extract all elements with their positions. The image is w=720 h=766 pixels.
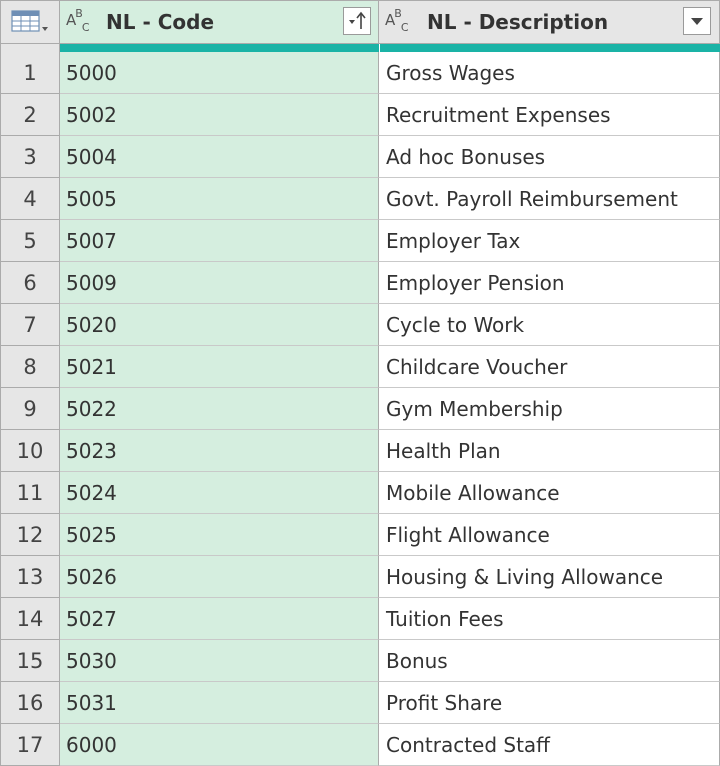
table-row: 10 5023 Health Plan: [0, 430, 720, 472]
row-number[interactable]: 5: [0, 220, 60, 262]
table-row: 4 5005 Govt. Payroll Reimbursement: [0, 178, 720, 220]
nl-code-cell[interactable]: 5023: [60, 430, 379, 472]
nl-code-cell[interactable]: 5002: [60, 94, 379, 136]
nl-code-cell[interactable]: 5021: [60, 346, 379, 388]
nl-description-cell[interactable]: Recruitment Expenses: [379, 94, 720, 136]
row-number[interactable]: 11: [0, 472, 60, 514]
nl-description-cell[interactable]: Flight Allowance: [379, 514, 720, 556]
table-row: 12 5025 Flight Allowance: [0, 514, 720, 556]
column-quality-bar: [60, 44, 379, 52]
nl-description-cell[interactable]: Ad hoc Bonuses: [379, 136, 720, 178]
table-row: 3 5004 Ad hoc Bonuses: [0, 136, 720, 178]
nl-description-cell[interactable]: Mobile Allowance: [379, 472, 720, 514]
column-title: NL - Description: [427, 10, 609, 34]
nl-code-cell[interactable]: 5000: [60, 52, 379, 94]
text-type-icon[interactable]: ABC: [66, 7, 89, 34]
row-number[interactable]: 12: [0, 514, 60, 556]
nl-description-cell[interactable]: Childcare Voucher: [379, 346, 720, 388]
nl-description-cell[interactable]: Gross Wages: [379, 52, 720, 94]
nl-code-cell[interactable]: 5004: [60, 136, 379, 178]
row-number[interactable]: 7: [0, 304, 60, 346]
nl-code-cell[interactable]: 5005: [60, 178, 379, 220]
table-row: 1 5000 Gross Wages: [0, 52, 720, 94]
nl-code-cell[interactable]: 5030: [60, 640, 379, 682]
table-menu-button[interactable]: [0, 0, 60, 44]
table-body: 1 5000 Gross Wages 2 5002 Recruitment Expens…: [0, 52, 720, 766]
column-header-nl-description[interactable]: ABC NL - Description: [379, 0, 720, 44]
row-number[interactable]: 16: [0, 682, 60, 724]
row-number[interactable]: 14: [0, 598, 60, 640]
nl-description-cell[interactable]: Cycle to Work: [379, 304, 720, 346]
nl-code-cell[interactable]: 6000: [60, 724, 379, 766]
nl-description-cell[interactable]: Health Plan: [379, 430, 720, 472]
nl-description-cell[interactable]: Bonus: [379, 640, 720, 682]
row-number[interactable]: 3: [0, 136, 60, 178]
row-number[interactable]: 6: [0, 262, 60, 304]
nl-description-cell[interactable]: Profit Share: [379, 682, 720, 724]
row-number[interactable]: 13: [0, 556, 60, 598]
table-row: 14 5027 Tuition Fees: [0, 598, 720, 640]
dropdown-filter-button[interactable]: [683, 7, 711, 35]
table-row: 8 5021 Childcare Voucher: [0, 346, 720, 388]
nl-description-cell[interactable]: Tuition Fees: [379, 598, 720, 640]
table-row: 16 5031 Profit Share: [0, 682, 720, 724]
nl-description-cell[interactable]: Employer Pension: [379, 262, 720, 304]
table-row: 6 5009 Employer Pension: [0, 262, 720, 304]
nl-code-cell[interactable]: 5027: [60, 598, 379, 640]
row-number-header-stripe: [0, 44, 60, 52]
nl-code-cell[interactable]: 5009: [60, 262, 379, 304]
row-number[interactable]: 9: [0, 388, 60, 430]
table-row: 2 5002 Recruitment Expenses: [0, 94, 720, 136]
nl-code-cell[interactable]: 5031: [60, 682, 379, 724]
table-row: 15 5030 Bonus: [0, 640, 720, 682]
dropdown-filter-icon: [691, 18, 703, 25]
column-header-nl-code[interactable]: ABC NL - Code: [60, 0, 379, 44]
nl-description-cell[interactable]: Employer Tax: [379, 220, 720, 262]
nl-description-cell[interactable]: Govt. Payroll Reimbursement: [379, 178, 720, 220]
sort-ascending-filter-icon: [349, 11, 366, 29]
row-number[interactable]: 15: [0, 640, 60, 682]
nl-code-cell[interactable]: 5024: [60, 472, 379, 514]
row-number[interactable]: 17: [0, 724, 60, 766]
row-number[interactable]: 10: [0, 430, 60, 472]
table-row: 5 5007 Employer Tax: [0, 220, 720, 262]
table-row: 9 5022 Gym Membership: [0, 388, 720, 430]
row-number[interactable]: 8: [0, 346, 60, 388]
row-number[interactable]: 4: [0, 178, 60, 220]
table-menu-icon: [11, 10, 48, 32]
text-type-icon[interactable]: ABC: [385, 7, 408, 34]
table-row: 17 6000 Contracted Staff: [0, 724, 720, 766]
nl-description-cell[interactable]: Contracted Staff: [379, 724, 720, 766]
nl-description-cell[interactable]: Gym Membership: [379, 388, 720, 430]
sort-ascending-filter-button[interactable]: [343, 7, 371, 35]
nl-code-cell[interactable]: 5007: [60, 220, 379, 262]
table-row: 13 5026 Housing & Living Allowance: [0, 556, 720, 598]
table-row: 7 5020 Cycle to Work: [0, 304, 720, 346]
table-row: 11 5024 Mobile Allowance: [0, 472, 720, 514]
column-title: NL - Code: [106, 10, 215, 34]
nl-code-cell[interactable]: 5022: [60, 388, 379, 430]
nl-description-cell[interactable]: Housing & Living Allowance: [379, 556, 720, 598]
column-quality-bar: [380, 44, 720, 52]
row-number[interactable]: 2: [0, 94, 60, 136]
nl-code-cell[interactable]: 5020: [60, 304, 379, 346]
nl-code-cell[interactable]: 5025: [60, 514, 379, 556]
nl-code-cell[interactable]: 5026: [60, 556, 379, 598]
row-number[interactable]: 1: [0, 52, 60, 94]
